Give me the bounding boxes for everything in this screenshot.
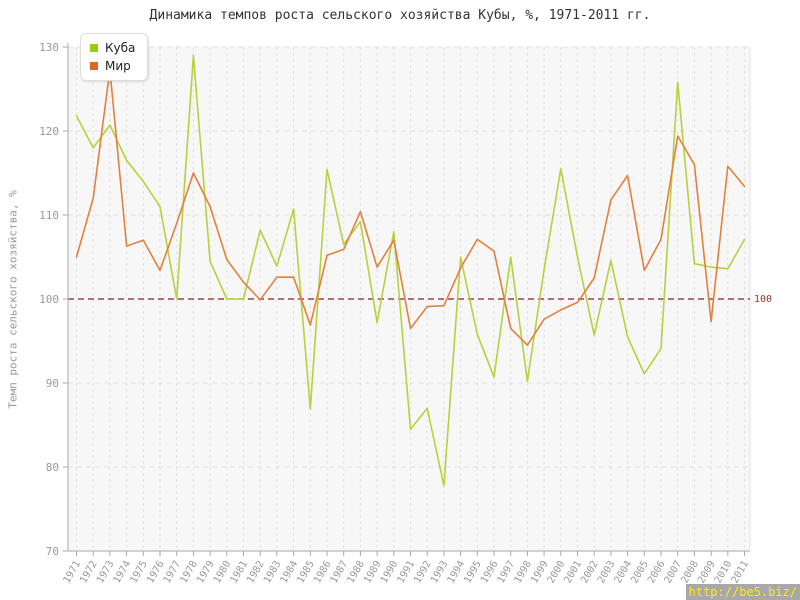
y-tick-label: 120 — [39, 125, 59, 138]
cuba-series-label: Куба — [105, 41, 136, 55]
series-line-cuba — [75, 54, 746, 487]
legend-item-world: Мир — [90, 57, 135, 75]
watermark-link[interactable]: http://be5.biz/ — [685, 584, 800, 600]
world-series-label: Мир — [105, 59, 131, 73]
y-tick-label: 70 — [46, 545, 59, 558]
y-tick-label: 80 — [46, 461, 59, 474]
y-tick-label: 90 — [46, 377, 59, 390]
chart-title: Динамика темпов роста сельского хозяйств… — [149, 8, 651, 23]
x-tick-label: 2011 — [730, 559, 752, 585]
y-tick-label: 100 — [39, 293, 59, 306]
cuba-series-marker — [90, 44, 98, 52]
y-tick-label: 110 — [39, 209, 59, 222]
legend-item-cuba: Куба — [90, 39, 135, 57]
y-tick-label: 130 — [39, 41, 59, 54]
world-series-marker — [90, 62, 98, 70]
legend: Куба Мир — [80, 33, 149, 81]
reference-line-label: 100 — [754, 294, 772, 305]
series-line-world — [75, 68, 746, 347]
